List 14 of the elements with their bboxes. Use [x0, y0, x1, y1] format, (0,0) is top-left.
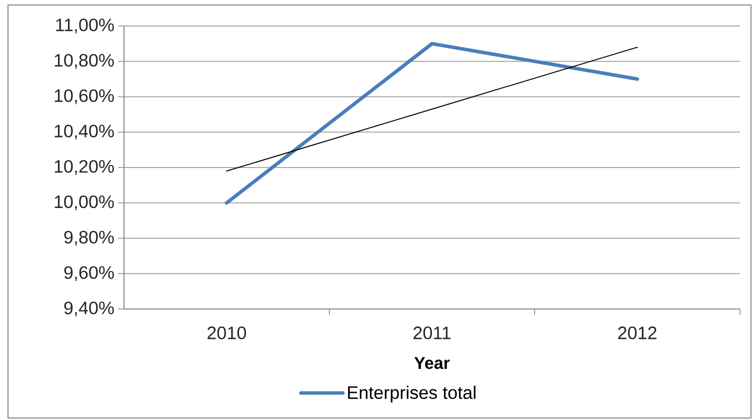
x-axis-title: Year [414, 357, 450, 369]
y-tick-label: 9,60% [64, 266, 114, 282]
y-tick-label: 10,40% [54, 124, 114, 140]
y-tick-label: 10,00% [54, 195, 114, 210]
x-tick-label: 2010 [208, 326, 246, 340]
legend-label: Enterprises total [348, 386, 476, 403]
y-tick-label: 10,20% [54, 160, 114, 175]
y-tick-label: 10,60% [54, 89, 114, 104]
x-tick-label: 2011 [414, 326, 450, 340]
y-tick-label: 10,80% [54, 54, 114, 69]
x-tick-label: 2012 [618, 326, 656, 340]
y-tick-label: 11,00% [56, 18, 114, 34]
y-tick-label: 9,40% [64, 302, 114, 316]
y-tick-label: 9,80% [64, 230, 114, 246]
